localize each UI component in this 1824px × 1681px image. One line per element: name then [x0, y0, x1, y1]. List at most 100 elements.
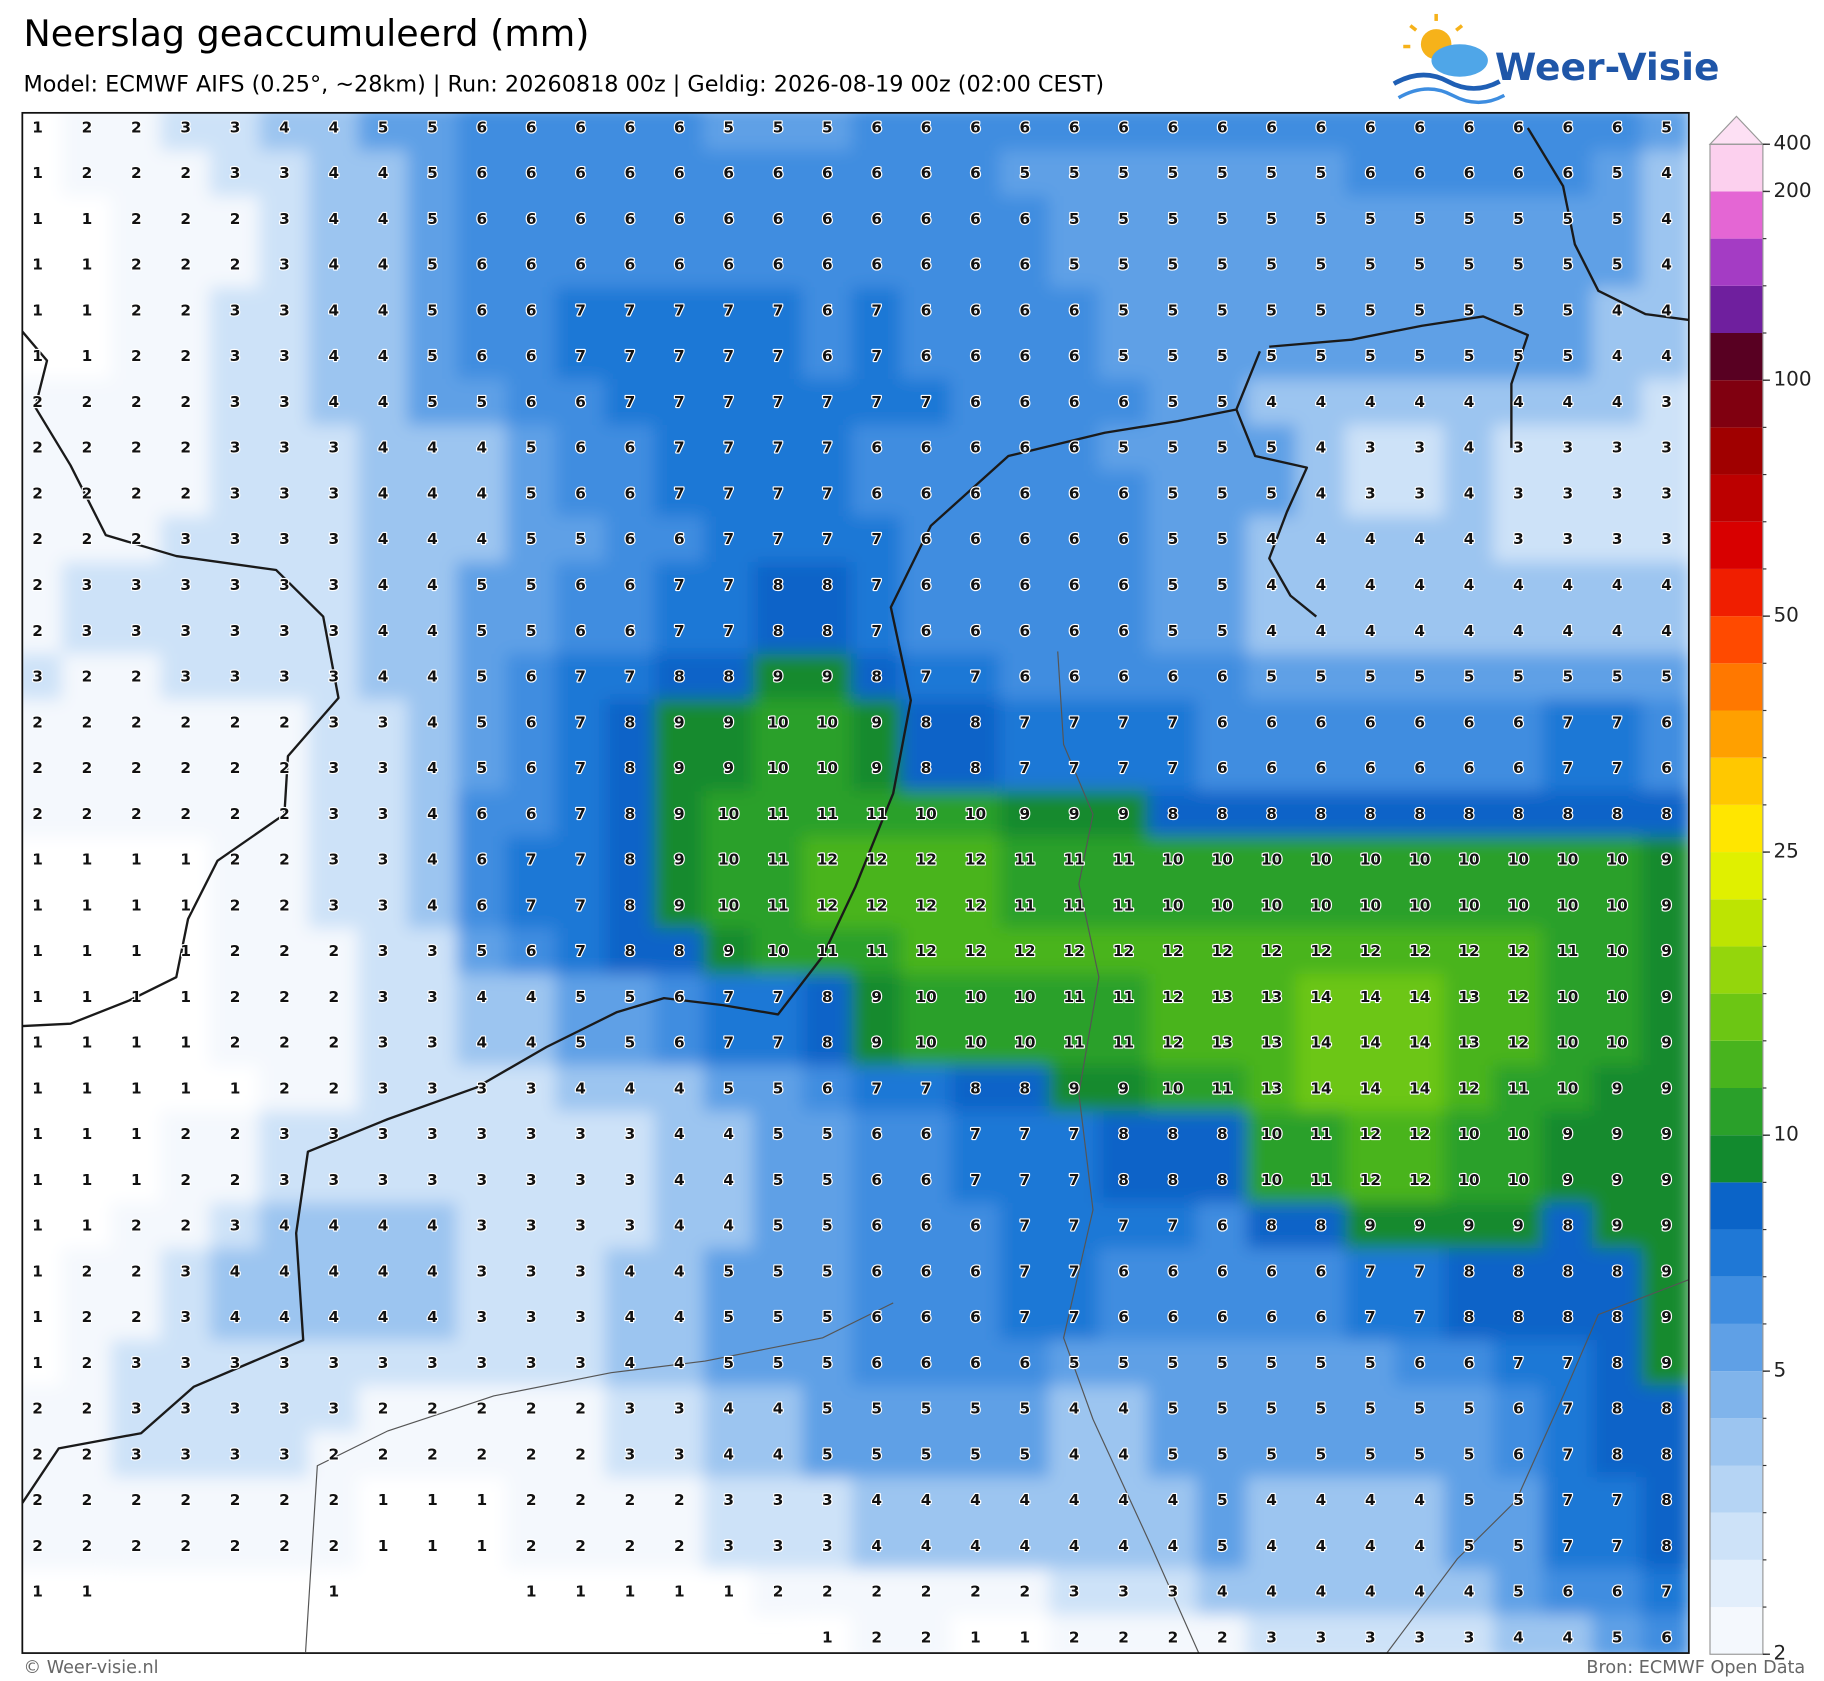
precip-cell	[456, 287, 508, 335]
cell-value: 6	[625, 164, 636, 182]
precip-cell	[1098, 516, 1149, 564]
cell-value: 6	[921, 119, 932, 137]
cell-value: 9	[1661, 1079, 1672, 1097]
cell-value: 9	[1661, 1354, 1672, 1372]
precip-cell	[703, 470, 754, 518]
cell-value: 8	[1612, 1308, 1623, 1326]
precip-cell	[1295, 653, 1347, 701]
cell-value: 8	[1118, 1125, 1129, 1143]
precip-cell	[1197, 196, 1248, 243]
cell-value: 2	[328, 1445, 339, 1463]
cell-value: 8	[1365, 805, 1376, 823]
cell-value: 5	[773, 119, 784, 137]
precip-cell	[1443, 333, 1495, 381]
cell-value: 3	[1612, 439, 1623, 457]
precip-cell	[357, 196, 409, 243]
precip-cell	[505, 287, 557, 335]
precip-cell	[555, 112, 606, 152]
precip-cell	[505, 470, 557, 518]
cell-value: 6	[625, 256, 636, 274]
precip-cell	[456, 973, 508, 1021]
precip-cell	[456, 790, 508, 838]
precip-cell	[1345, 745, 1396, 793]
cell-value: 3	[328, 1125, 339, 1143]
cell-value: 2	[82, 164, 93, 182]
precip-cell	[160, 1019, 211, 1067]
cell-value: 4	[1513, 1629, 1524, 1647]
precip-cell	[950, 470, 1001, 518]
cell-value: 10	[1508, 896, 1529, 914]
precip-cell	[851, 1019, 903, 1067]
precip-cell	[1493, 836, 1544, 884]
precip-cell	[703, 1339, 754, 1387]
precip-cell	[456, 379, 508, 426]
precip-cell	[505, 607, 557, 655]
colorbar-bin	[1710, 1135, 1763, 1183]
cell-value: 5	[1365, 347, 1376, 365]
cell-value: 4	[427, 759, 438, 777]
cell-value: 4	[1266, 530, 1277, 548]
precip-cell	[703, 241, 754, 289]
cell-value: 7	[723, 988, 734, 1006]
cell-value: 3	[723, 1537, 734, 1555]
cell-value: 4	[378, 622, 389, 640]
precip-cell	[505, 1019, 557, 1067]
precip-cell	[357, 1065, 409, 1113]
precip-cell	[1098, 1202, 1149, 1250]
cell-value: 8	[1562, 1217, 1573, 1235]
cell-value: 4	[1365, 393, 1376, 411]
cell-value: 3	[230, 439, 241, 457]
cell-value: 1	[822, 1629, 833, 1647]
cell-value: 2	[230, 713, 241, 731]
precip-cell	[802, 516, 853, 564]
cell-value: 7	[871, 530, 882, 548]
precip-cell	[160, 1248, 211, 1296]
precip-cell	[999, 1248, 1051, 1296]
precip-cell	[1295, 287, 1347, 335]
precip-cell	[407, 1019, 458, 1067]
precip-cell	[1345, 287, 1396, 335]
precip-cell	[604, 1568, 656, 1616]
cell-value: 1	[180, 851, 191, 869]
cell-value: 4	[1414, 530, 1425, 548]
cell-value: 10	[915, 1034, 936, 1052]
precip-cell	[703, 973, 754, 1021]
precip-cell	[1147, 1202, 1199, 1250]
cell-value: 2	[131, 713, 142, 731]
precip-cell	[1345, 241, 1396, 289]
precip-cell	[654, 1156, 705, 1204]
precip-cell	[1197, 112, 1248, 152]
precip-cell	[22, 562, 63, 609]
precip-cell	[1048, 1065, 1100, 1113]
precip-cell	[1443, 745, 1495, 793]
cell-value: 10	[1409, 896, 1430, 914]
precip-cell	[1197, 1568, 1248, 1616]
cell-value: 9	[1069, 805, 1080, 823]
cell-value: 2	[230, 1034, 241, 1052]
precip-cell	[259, 424, 310, 472]
cell-value: 4	[674, 1262, 685, 1280]
cell-value: 3	[230, 1354, 241, 1372]
precip-cell	[604, 1294, 656, 1342]
precip-cell	[1591, 1431, 1643, 1479]
precip-cell	[209, 1522, 261, 1570]
cell-value: 12	[1113, 942, 1134, 960]
cell-value: 2	[82, 713, 93, 731]
cell-value: 6	[526, 119, 537, 137]
colorbar-tick-label: 100	[1773, 368, 1811, 391]
cell-value: 10	[915, 805, 936, 823]
precip-cell	[209, 287, 261, 335]
precip-cell	[1641, 1522, 1689, 1570]
cell-value: 3	[427, 1125, 438, 1143]
precip-cell	[1295, 150, 1347, 198]
cell-value: 2	[378, 1445, 389, 1463]
cell-value: 6	[970, 256, 981, 274]
cell-value: 7	[970, 1125, 981, 1143]
cell-value: 3	[378, 805, 389, 823]
cell-value: 5	[1414, 668, 1425, 686]
precip-cell	[308, 836, 360, 884]
cell-value: 6	[921, 1308, 932, 1326]
